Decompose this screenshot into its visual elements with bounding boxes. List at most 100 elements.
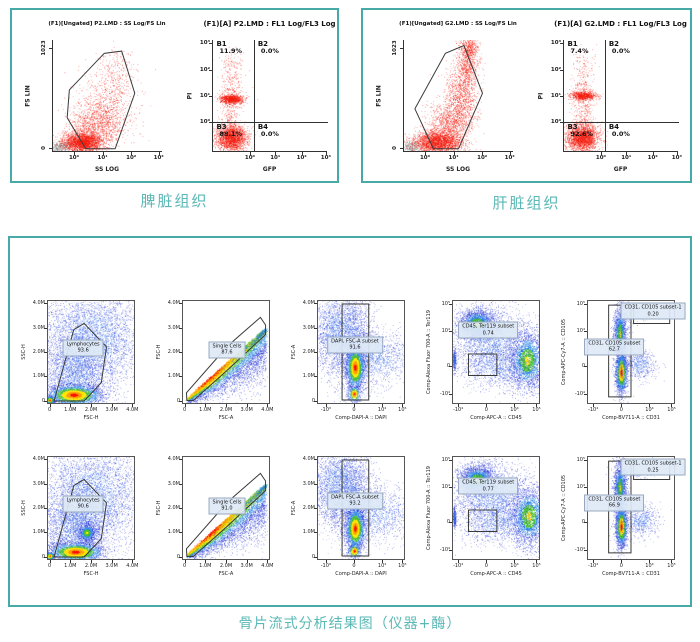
tick-mark <box>246 404 248 407</box>
y-axis-label: SSC-H <box>21 500 27 516</box>
x-axis-label: GFP <box>262 166 277 173</box>
points-canvas <box>453 457 539 559</box>
tick-mark <box>314 376 317 378</box>
plot-area: DAPI, FSC-A subset 91.6 <box>317 300 405 404</box>
x-axis-label: Comp-APC-A :: CD45 <box>470 571 522 577</box>
plot-area: Single Cells 91.0 <box>182 456 270 560</box>
quadrant-label-b2: B2 0.0% <box>258 40 279 56</box>
tick-mark <box>621 560 623 563</box>
gate-outline <box>453 301 539 403</box>
plot-area <box>52 40 162 152</box>
plot-area: CD45, Ter119 subset 0.74 <box>452 300 540 404</box>
quadrant-value: 92.6% <box>570 130 593 139</box>
gate-outline <box>48 457 134 559</box>
x-axis-tick: 2.0M <box>219 407 233 413</box>
tick-mark <box>301 152 303 155</box>
tick-mark <box>584 521 587 523</box>
x-axis-tick: 3.0M <box>240 407 253 413</box>
gate-label: DAPI, FSC-A subset 93.2 <box>327 492 383 510</box>
x-axis-label: SS LOG <box>94 166 120 173</box>
tick-mark <box>179 459 182 461</box>
x-axis-tick: 10⁴ <box>645 407 654 413</box>
bm2-cd31-cd105: CD31, CD105 subset 66.9 CD31, CD105 subset… <box>557 442 692 594</box>
tick-mark <box>449 549 452 551</box>
y-axis-tick: 10² <box>199 67 210 74</box>
tick-mark <box>267 404 269 407</box>
tick-mark <box>600 152 602 155</box>
x-axis-tick: 10⁵ <box>667 563 676 569</box>
y-axis-tick: -10⁴ <box>574 390 585 397</box>
tick-mark <box>44 508 47 509</box>
plot-area: Lymphocytes 90.6 <box>47 456 135 560</box>
quadrant-hline <box>213 121 328 123</box>
tick-mark <box>49 560 51 563</box>
quadrant-name: B4 <box>257 123 269 131</box>
gate-value: 93.6 <box>77 347 89 354</box>
tick-mark <box>267 560 269 563</box>
gate-name: CD45, Ter119 subset <box>462 323 515 330</box>
y-axis-label: FSC-A <box>291 500 297 516</box>
y-axis-tick: 0 <box>565 519 585 525</box>
gate-name: Single Cells <box>212 499 242 506</box>
tick-mark <box>353 404 355 407</box>
x-axis-tick: 0 <box>484 407 488 413</box>
tick-mark <box>626 152 628 155</box>
x-axis-tick: 0 <box>183 407 187 413</box>
tick-mark <box>514 560 516 563</box>
gate-value: 0.25 <box>647 467 659 474</box>
tick-mark <box>560 70 563 72</box>
tick-mark <box>560 96 563 97</box>
tick-mark <box>49 47 52 49</box>
tick-mark <box>44 352 47 353</box>
x-axis-tick: 10⁴ <box>510 563 519 569</box>
tick-mark <box>74 152 75 155</box>
x-axis-tick: 10⁰ <box>595 155 606 161</box>
x-axis-tick: 0 <box>48 407 52 413</box>
x-axis-tick: -10³ <box>320 563 331 569</box>
gate-name: CD45, Ter119 subset <box>462 479 515 486</box>
plot-title: (F1)[Ungated] G2.LMD : SS Log/FS Lin <box>399 21 517 27</box>
gate-label: CD31, CD105 subset-1 0.25 <box>620 458 686 476</box>
gate-value: 0.74 <box>482 330 494 337</box>
y-axis-label: SSC-H <box>21 344 27 360</box>
tick-mark <box>314 459 317 461</box>
tick-mark <box>226 404 227 407</box>
spleen-panel: (F1)[Ungated] P2.LMD : SS Log/FS Lin 1023… <box>10 8 339 183</box>
tick-mark <box>584 365 587 367</box>
y-axis-tick: 0 <box>25 398 45 404</box>
tick-mark <box>209 70 212 72</box>
tick-mark <box>593 404 595 407</box>
tick-mark <box>649 404 651 407</box>
y-axis-tick: -10⁴ <box>574 546 585 553</box>
gate-name: DAPI, FSC-A subset <box>331 494 379 501</box>
x-axis-tick: 10⁵ <box>532 563 541 569</box>
bm1-dapi-subset: DAPI, FSC-A subset91.64.0M3.0M2.0M1.0M0-… <box>287 286 422 438</box>
y-axis-tick: 0 <box>295 554 315 560</box>
x-axis-tick: 10⁵ <box>398 407 407 413</box>
spleen-pi-gfp-quadrant: (F1)[A] P2.LMD : FL1 Log/FL3 Log B1 11.9% B… <box>12 10 337 181</box>
tick-mark <box>453 152 455 155</box>
tick-mark <box>584 331 587 333</box>
tick-mark <box>44 532 47 534</box>
gate-label: CD31, CD105 subset-1 0.20 <box>620 302 686 320</box>
y-axis-tick: 10⁴ <box>576 484 585 491</box>
x-axis-tick: 4.0M <box>126 563 139 569</box>
x-axis-label: FSC-H <box>83 571 99 577</box>
x-axis-tick: 10² <box>647 155 658 161</box>
bm1-cd31-cd105: CD31, CD105 subset 62.7 CD31, CD105 subset… <box>557 286 692 438</box>
x-axis-tick: 10⁴ <box>645 563 654 569</box>
quadrant-name: B4 <box>608 123 620 131</box>
x-axis-tick: 2.0M <box>219 563 233 569</box>
quadrant-value: 0.0% <box>260 47 279 56</box>
bone-flow-panel: Lymphocytes93.64.0M3.0M2.0M1.0M001.0M2.0… <box>8 236 692 607</box>
tick-mark <box>649 560 651 563</box>
gate-label: Single Cells 87.6 <box>208 341 246 359</box>
x-axis-tick: 3.0M <box>105 563 118 569</box>
tick-mark <box>486 560 488 563</box>
y-axis-tick: 10⁵ <box>576 301 585 308</box>
tick-mark <box>458 560 460 563</box>
y-axis-label: Comp-APC-Cy7-A :: CD105 <box>561 318 567 386</box>
y-axis-tick: 0 <box>565 363 585 369</box>
y-axis-tick: 4.0M <box>167 456 180 463</box>
x-axis-tick: 10² <box>296 155 307 161</box>
